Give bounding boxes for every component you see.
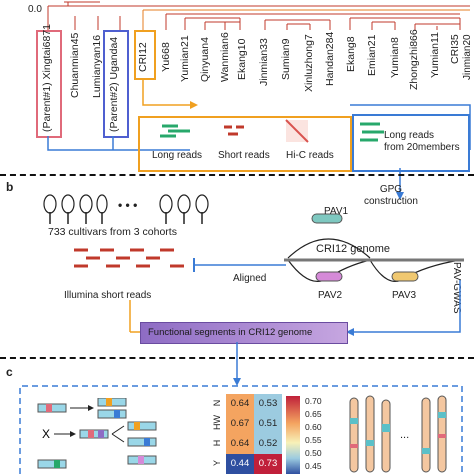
genome-label: CRI12 genome: [316, 243, 390, 255]
heatmap-cell: 0.64: [226, 434, 254, 454]
colorbar-tick-label: 0.45: [305, 461, 322, 471]
heatmap-row-label: N: [212, 399, 222, 407]
functional-segments-box: [140, 322, 348, 344]
colorbar-tick-label: 0.50: [305, 448, 322, 458]
aligned-arrow: [193, 258, 286, 272]
heatmap-cell: 0.51: [254, 414, 282, 434]
long-reads-members-box: [352, 114, 470, 172]
colorbar-tick-label: 0.60: [305, 422, 322, 432]
tree-icons-left: [43, 194, 108, 224]
pan-genome-graph: [284, 213, 464, 282]
heatmap-cell: 0.73: [254, 454, 282, 474]
illumina-reads-icon: [74, 248, 184, 268]
reads-legend-icons: [160, 119, 309, 143]
svg-text:X: X: [42, 427, 50, 441]
panel-c-frame: [19, 342, 463, 474]
legend-long-reads: Long reads: [152, 150, 203, 161]
heatmap-row-label: HW: [212, 415, 222, 430]
sequencing-data-box: [138, 116, 352, 172]
parent1-box: [36, 30, 62, 138]
pav2-label: PAV2: [318, 290, 343, 301]
chromosome-diagram: ...: [349, 395, 447, 473]
heatmap-cell: 0.53: [254, 394, 282, 414]
divider-ab: [0, 174, 474, 176]
legend-hic-reads: Hi-C reads: [286, 150, 334, 161]
long-reads-members-text: Long reads from 20members: [384, 130, 460, 153]
legend-short-reads: Short reads: [218, 150, 270, 161]
cultivars-caption: 733 cultivars from 3 cohorts: [48, 226, 177, 238]
genotype-heatmap: N 0.64 0.53 HW 0.67 0.51 H 0.64 0.52 Y 0.44 0.73: [212, 394, 324, 474]
parent2-box: [103, 30, 129, 138]
pav-gwas-arrow: [346, 280, 461, 336]
panel-c-label: c: [6, 365, 13, 379]
aligned-label: Aligned: [233, 273, 267, 284]
colorbar-tick-label: 0.70: [305, 396, 322, 406]
haplotype-diagram: X: [37, 398, 157, 469]
long-reads-members-icon: [360, 122, 384, 142]
pav3-label: PAV3: [392, 290, 417, 301]
heatmap-cell: 0.44: [226, 454, 254, 474]
phylogenetic-tree: [47, 1, 470, 30]
heatmap-cell: 0.64: [226, 394, 254, 414]
tree-icons-right: [159, 194, 209, 224]
pav1-label: PAV1: [324, 206, 349, 217]
ellipsis-dots: • • •: [118, 198, 138, 212]
illumina-caption: Illumina short reads: [64, 290, 152, 301]
heatmap-row-label: Y: [212, 460, 222, 467]
tree-axis-label: 0.0: [28, 4, 42, 15]
cri12-box: [134, 30, 156, 80]
heatmap-cell: 0.67: [226, 414, 254, 434]
functional-segments-label: Functional segments in CRI12 genome: [148, 327, 313, 338]
panel-b-label: b: [6, 180, 14, 194]
heatmap-row-label: H: [212, 439, 222, 447]
gpg-label: GPG construction: [364, 184, 418, 207]
heatmap-cell: 0.52: [254, 434, 282, 454]
colorbar: [286, 396, 300, 474]
colorbar-tick-label: 0.65: [305, 409, 322, 419]
cri12-source-arrow: [129, 300, 140, 333]
colorbar-ticks: 0.70 0.65 0.60 0.55 0.50 0.45: [305, 396, 345, 474]
colorbar-tick-label: 0.55: [305, 435, 322, 445]
svg-text:...: ...: [400, 429, 409, 441]
panel-a-connectors: [47, 78, 471, 200]
